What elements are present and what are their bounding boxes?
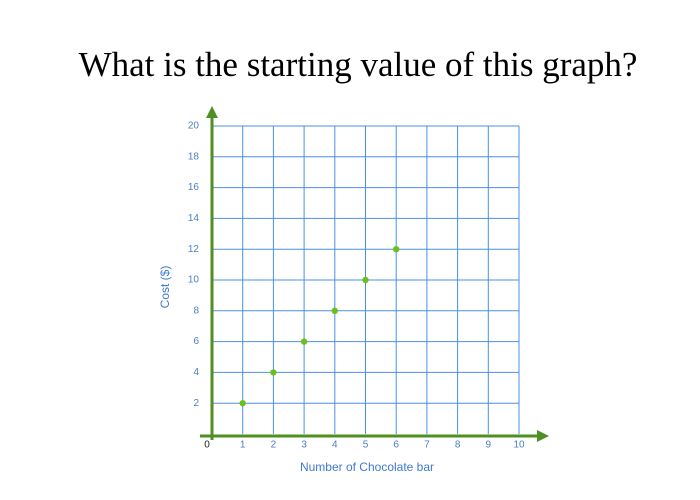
x-axis-arrow <box>537 430 549 442</box>
x-tick-label: 0 <box>204 440 210 451</box>
y-tick-label: 10 <box>188 275 200 286</box>
y-tick-label: 12 <box>188 244 200 255</box>
data-point <box>331 307 338 314</box>
data-point <box>362 276 369 284</box>
x-tick-label: 3 <box>301 440 307 451</box>
y-axis-arrow <box>206 106 218 118</box>
data-point <box>300 338 308 345</box>
x-tick-label: 2 <box>271 440 277 451</box>
x-tick-label: 5 <box>363 440 369 451</box>
data-point <box>393 246 400 253</box>
x-tick-label: 9 <box>486 440 492 451</box>
y-tick-label: 18 <box>188 151 200 162</box>
x-tick-label: 8 <box>455 440 461 451</box>
x-tick-label: 1 <box>240 440 246 451</box>
y-tick-label: 8 <box>193 305 199 316</box>
data-point <box>239 400 246 407</box>
y-tick-label: 4 <box>193 367 199 378</box>
y-tick-label: 20 <box>188 121 200 132</box>
x-tick-label: 6 <box>393 440 399 451</box>
y-tick-label: 2 <box>193 398 199 409</box>
chart-title: What is the starting value of this graph… <box>79 45 638 84</box>
x-tick-label: 4 <box>332 440 338 451</box>
y-tick-label: 14 <box>188 213 200 224</box>
x-tick-label: 7 <box>424 440 430 451</box>
x-tick-label: 10 <box>513 440 525 451</box>
x-axis-label: Number of Chocolate bar <box>300 460 434 474</box>
y-tick-label: 16 <box>188 182 200 193</box>
y-axis-label: Cost ($) <box>158 266 172 309</box>
data-point <box>270 369 277 376</box>
y-tick-label: 6 <box>193 336 199 347</box>
